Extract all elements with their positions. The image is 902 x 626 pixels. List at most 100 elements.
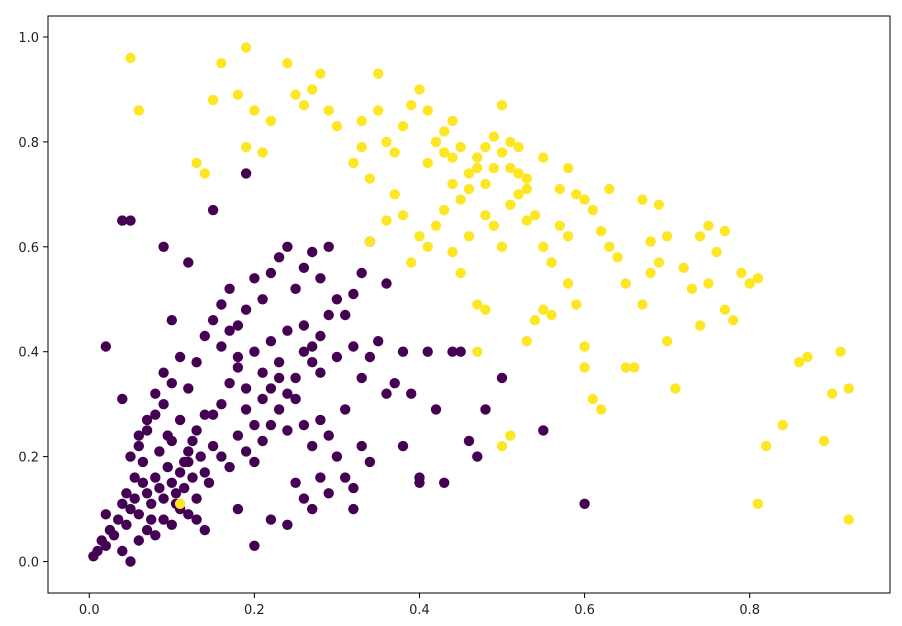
scatter-point-s1-55 [414, 231, 425, 242]
scatter-point-s0-73 [232, 362, 244, 373]
scatter-point-s1-116 [794, 357, 805, 368]
scatter-point-s1-43 [373, 68, 384, 79]
scatter-point-s0-173 [257, 393, 268, 405]
scatter-point-s1-28 [414, 84, 425, 95]
scatter-point-s1-96 [670, 383, 681, 394]
scatter-point-s0-94 [323, 309, 334, 321]
scatter-point-s1-76 [587, 204, 598, 216]
scatter-point-s0-134 [406, 388, 417, 399]
scatter-point-s0-19 [162, 461, 173, 473]
scatter-point-s1-111 [703, 220, 714, 231]
scatter-point-s0-167 [133, 430, 144, 441]
scatter-point-s0-165 [150, 388, 161, 399]
scatter-point-s0-44 [158, 514, 169, 525]
scatter-point-s0-109 [364, 456, 376, 468]
scatter-point-s1-49 [505, 162, 516, 174]
scatter-point-s0-6 [100, 509, 112, 520]
scatter-point-s0-34 [158, 399, 169, 410]
scatter-point-s0-141 [455, 346, 466, 357]
scatter-point-s1-29 [422, 105, 433, 116]
scatter-point-s0-158 [166, 315, 177, 326]
scatter-point-s1-72 [554, 220, 565, 231]
scatter-point-s1-57 [430, 220, 442, 231]
scatter-point-s1-101 [686, 283, 698, 294]
scatter-point-s0-48 [191, 514, 202, 525]
scatter-point-s0-53 [137, 456, 149, 468]
scatter-point-s1-32 [447, 152, 458, 163]
scatter-point-s1-15 [307, 84, 318, 95]
scatter-point-s0-32 [141, 425, 153, 436]
scatter-point-s0-146 [579, 498, 590, 509]
scatter-point-s0-74 [240, 383, 252, 394]
scatter-point-s1-62 [472, 299, 483, 310]
scatter-point-s0-63 [232, 430, 244, 441]
scatter-point-s0-51 [121, 488, 132, 499]
scatter-point-s0-128 [356, 267, 367, 279]
scatter-point-s0-67 [265, 419, 277, 431]
scatter-point-s1-17 [323, 105, 334, 116]
scatter-point-s1-122 [843, 514, 854, 525]
scatter-point-s1-81 [529, 315, 541, 326]
scatter-point-s0-108 [356, 440, 367, 452]
scatter-point-s0-70 [207, 409, 219, 420]
scatter-point-s0-168 [216, 341, 227, 352]
scatter-point-s1-14 [298, 100, 310, 111]
scatter-point-s0-107 [348, 482, 359, 494]
scatter-point-s1-31 [439, 126, 450, 137]
scatter-point-s0-115 [265, 514, 277, 525]
scatter-point-s0-75 [249, 346, 260, 357]
x-tick-label: 0.8 [739, 603, 760, 618]
x-tick-label: 0.6 [574, 603, 595, 618]
scatter-point-s1-75 [579, 194, 590, 205]
scatter-point-s0-16 [150, 472, 161, 483]
scatter-point-s0-131 [381, 278, 392, 289]
scatter-point-s0-153 [125, 215, 136, 226]
scatter-point-s0-111 [298, 493, 310, 504]
scatter-point-s1-129 [620, 362, 631, 373]
scatter-point-s1-56 [422, 241, 433, 252]
scatter-point-s0-126 [340, 309, 351, 321]
scatter-point-s1-48 [480, 141, 491, 153]
scatter-point-s0-72 [224, 378, 235, 389]
scatter-point-s0-117 [249, 540, 260, 551]
scatter-point-s0-149 [414, 477, 425, 488]
scatter-point-s1-50 [364, 236, 376, 247]
scatter-point-s0-47 [183, 509, 194, 520]
scatter-point-s1-131 [562, 162, 574, 174]
scatter-point-s1-79 [612, 252, 623, 263]
scatter-point-s0-21 [170, 488, 182, 499]
scatter-point-s0-162 [183, 383, 194, 394]
scatter-point-s0-116 [282, 519, 293, 530]
scatter-point-s0-85 [249, 273, 260, 284]
scatter-point-s1-128 [637, 194, 648, 205]
scatter-point-s0-170 [232, 351, 244, 363]
scatter-point-s0-101 [298, 419, 310, 431]
scatter-point-s0-150 [117, 393, 128, 405]
scatter-point-s1-113 [761, 440, 772, 452]
scatter-point-s0-43 [150, 530, 161, 541]
scatter-point-s0-89 [282, 241, 293, 252]
scatter-point-s1-126 [480, 304, 491, 315]
x-axis: 0.0 0.2 0.4 0.6 0.8 [79, 593, 760, 618]
scatter-point-s1-80 [521, 336, 532, 347]
scatter-point-s1-120 [835, 346, 846, 357]
scatter-point-s0-144 [496, 372, 508, 384]
scatter-point-s1-74 [571, 189, 582, 200]
scatter-point-s0-79 [282, 325, 293, 336]
scatter-point-s0-71 [216, 399, 227, 410]
scatter-point-s0-169 [224, 325, 235, 336]
scatter-point-s1-40 [496, 100, 508, 111]
scatter-point-s1-37 [488, 162, 499, 174]
scatter-point-s1-85 [571, 299, 582, 310]
scatter-point-s0-54 [146, 514, 157, 525]
scatter-point-s0-174 [265, 383, 277, 394]
scatter-point-s0-105 [331, 451, 343, 462]
scatter-point-s0-1 [92, 545, 103, 557]
y-tick-label: 0.0 [18, 556, 39, 571]
scatter-point-s1-20 [356, 141, 367, 153]
scatter-point-s1-34 [463, 168, 475, 179]
scatter-point-s0-136 [430, 404, 442, 415]
y-tick-label: 0.8 [18, 136, 39, 151]
scatter-point-s1-133 [521, 173, 532, 184]
scatter-point-s0-17 [154, 482, 165, 494]
